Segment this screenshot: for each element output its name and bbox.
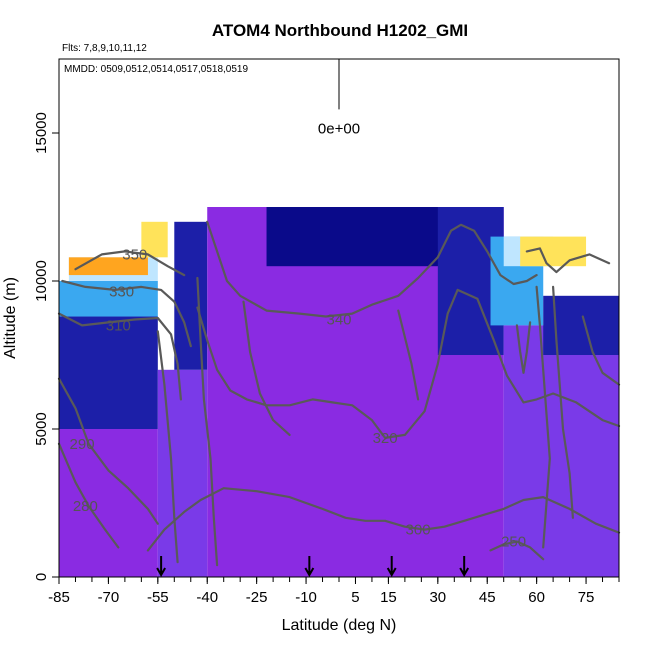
contour-line-0-0 [74, 250, 186, 277]
x-tick-label-0: -85 [48, 589, 70, 606]
flight-marker-0 [156, 556, 166, 578]
contour-line-1-0 [61, 279, 192, 348]
x-tick-label-2: -55 [147, 589, 169, 606]
contour-label-0: 350 [122, 246, 147, 263]
y-axis-label: Altitude (m) [2, 277, 19, 359]
x-tick-label-11: 75 [578, 589, 595, 606]
heatmap-region-5 [141, 221, 168, 258]
contour-label-3: 340 [326, 311, 351, 328]
scale-label: 0e+00 [318, 120, 360, 137]
contour-line-7-0 [57, 442, 120, 549]
scale-indicator: 0e+00 [318, 59, 360, 137]
contour-label-8: 250 [501, 533, 526, 550]
plot-area: 350 330 310 340 320 300 290 280 250 [57, 207, 621, 578]
x-tick-label-4: -25 [246, 589, 268, 606]
contour-label-1: 330 [109, 283, 134, 300]
x-tick-label-3: -40 [196, 589, 218, 606]
contour-label-4: 320 [373, 430, 398, 447]
contour-label-6: 290 [70, 436, 95, 453]
contour-line-2-0 [57, 312, 182, 401]
heatmap-region-7 [174, 221, 208, 370]
contour-line-9-7 [581, 315, 621, 386]
y-tick-label-3: 15000 [33, 112, 50, 154]
contour-line-0-1 [525, 247, 611, 274]
contour-line-9-6 [397, 309, 420, 401]
x-axis-label: Latitude (deg N) [282, 617, 397, 634]
contour-line-8-0 [489, 540, 545, 561]
contour-line-3-0 [206, 220, 538, 318]
x-tick-label-7: 15 [380, 589, 397, 606]
chart-title: ATOM4 Northbound H1202_GMI [212, 21, 468, 40]
x-tick-label-8: 30 [429, 589, 446, 606]
x-tick-label-10: 60 [528, 589, 545, 606]
contour-label-2: 310 [106, 317, 131, 334]
flight-marker-2 [386, 556, 397, 578]
x-tick-label-6: 5 [351, 589, 359, 606]
flight-marker-3 [459, 556, 470, 578]
contour-line-9-5 [242, 300, 291, 436]
contour-line-9-1 [196, 276, 219, 567]
contour-line-9-3 [552, 285, 574, 519]
y-axis: 0 5000 10000 15000 [33, 112, 59, 581]
contour-line-9-0 [156, 330, 179, 564]
x-tick-label-9: 45 [479, 589, 496, 606]
contour-label-5: 300 [406, 522, 431, 539]
contour-line-6-0 [57, 377, 159, 525]
contour-line-9-2 [535, 285, 551, 549]
x-tick-label-1: -70 [98, 589, 120, 606]
contour-line-9-4 [515, 321, 532, 374]
y-tick-label-2: 10000 [33, 260, 50, 302]
flight-marker-1 [304, 556, 315, 578]
y-tick-label-0: 0 [33, 573, 50, 581]
heatmap-region-9 [266, 207, 458, 267]
x-tick-label-5: -10 [295, 589, 317, 606]
x-axis: -85 -70 -55 -40 -25 -10 5 15 30 45 60 75 [48, 577, 620, 606]
flights-note: Flts: 7,8,9,10,11,12 [62, 43, 147, 54]
contour-label-7: 280 [73, 498, 98, 515]
contour-line-4-0 [196, 288, 621, 439]
dates-note: MMDD: 0509,0512,0514,0517,0518,0519 [64, 64, 248, 75]
y-tick-label-1: 5000 [33, 412, 50, 445]
